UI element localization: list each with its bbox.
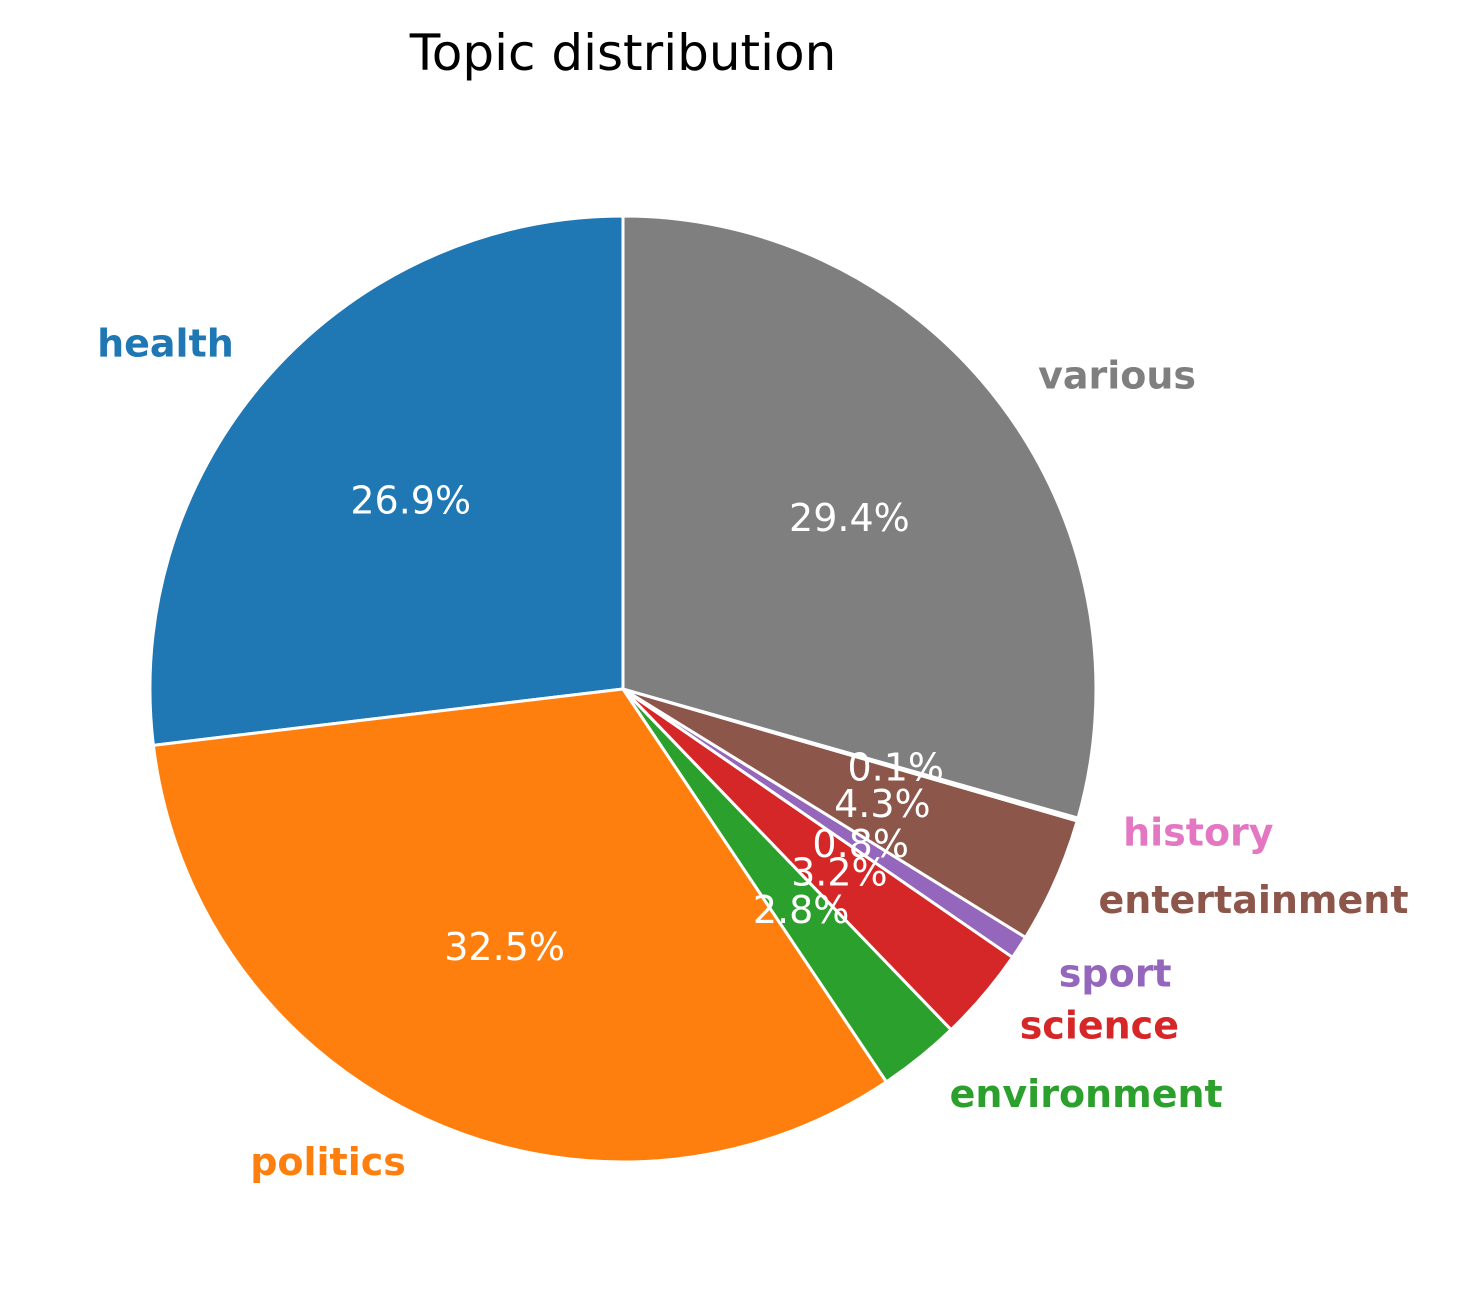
pct-label-health: 26.9%	[350, 479, 471, 523]
category-label-various: various	[1038, 353, 1196, 397]
pct-label-science: 3.2%	[791, 851, 888, 895]
category-labels-layer: health politics environment science sport ent…	[97, 322, 1408, 1184]
category-label-sport: sport	[1059, 951, 1172, 995]
pct-label-entertainment: 4.3%	[834, 782, 931, 826]
pct-label-politics: 32.5%	[444, 925, 565, 969]
category-label-health: health	[97, 322, 234, 366]
chart-title: Topic distribution	[409, 24, 837, 82]
pie-slice-health	[148, 214, 625, 747]
category-label-history: history	[1123, 811, 1274, 855]
category-label-entertainment: entertainment	[1099, 878, 1409, 922]
pct-label-environment: 2.8%	[753, 888, 850, 932]
pct-label-history: 0.1%	[848, 745, 945, 789]
category-label-politics: politics	[250, 1140, 406, 1184]
category-label-environment: environment	[950, 1072, 1223, 1116]
slices-layer	[148, 214, 1098, 1164]
pct-label-sport: 0.8%	[812, 822, 909, 866]
pie-slice-various	[621, 214, 1098, 820]
pct-label-various: 29.4%	[789, 496, 910, 540]
percent-labels-layer: 26.9% 32.5% 2.8%3.2%0.8%4.3%0.1% 29.4%	[350, 479, 944, 969]
pie-slice-politics	[151, 687, 888, 1164]
category-label-science: science	[1020, 1004, 1179, 1048]
